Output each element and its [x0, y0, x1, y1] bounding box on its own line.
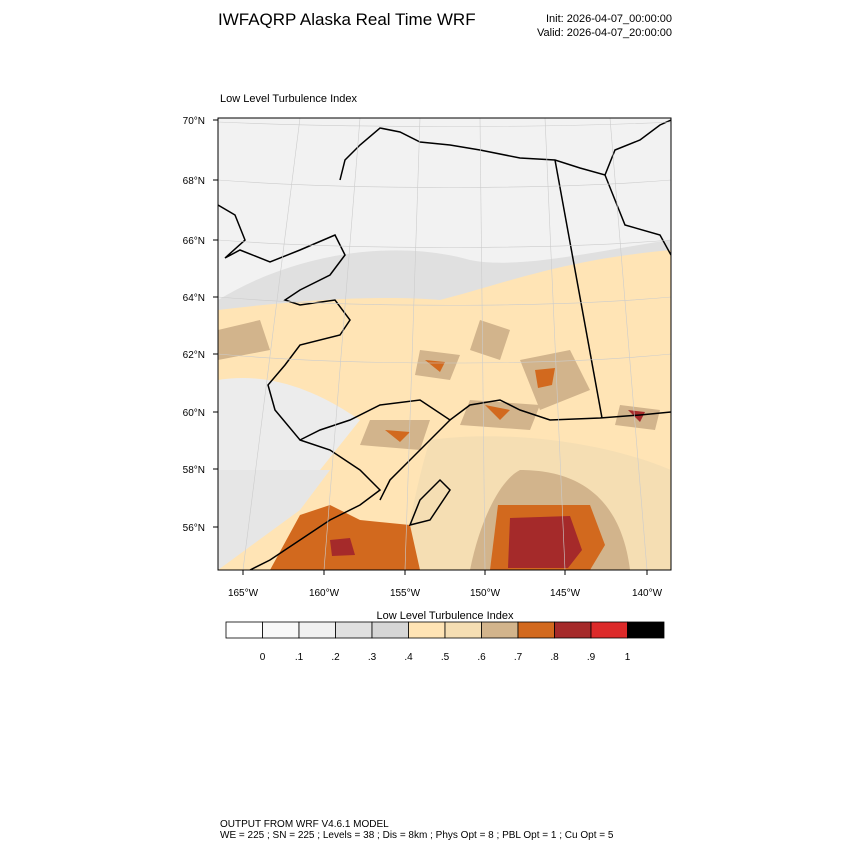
lon-labels: 165°W 160°W 155°W 150°W 145°W 140°W — [228, 570, 663, 599]
lat-label: 66°N — [183, 236, 205, 247]
colorbar-label: .6 — [477, 652, 486, 663]
colorbar-label: .4 — [404, 652, 413, 663]
map-title: Low Level Turbulence Index — [220, 93, 357, 105]
colorbar-label: .7 — [514, 652, 523, 663]
colorbar-label: .8 — [550, 652, 559, 663]
colorbar-box — [298, 621, 336, 639]
colorbar-box — [335, 621, 373, 639]
colorbar-label: 0 — [260, 652, 266, 663]
lat-label: 68°N — [183, 176, 205, 187]
colorbar-box — [444, 621, 482, 639]
lon-label: 140°W — [632, 588, 663, 599]
colorbar-title: Low Level Turbulence Index — [377, 610, 514, 622]
colorbar-box — [627, 621, 665, 639]
lat-label: 62°N — [183, 350, 205, 361]
colorbar-box — [554, 621, 592, 639]
colorbar-label: .2 — [331, 652, 340, 663]
colorbar-box — [225, 621, 263, 639]
colorbar-label: 1 — [625, 652, 631, 663]
lon-label: 165°W — [228, 588, 259, 599]
colorbar-label: .3 — [368, 652, 377, 663]
colorbar-box — [517, 621, 555, 639]
colorbar-box — [408, 621, 446, 639]
colorbar-label: .5 — [441, 652, 450, 663]
lon-label: 145°W — [550, 588, 581, 599]
lon-label: 155°W — [390, 588, 421, 599]
footer-line: WE = 225 ; SN = 225 ; Levels = 38 ; Dis … — [220, 830, 614, 841]
map — [218, 118, 671, 570]
lat-label: 60°N — [183, 408, 205, 419]
colorbar-label: .1 — [295, 652, 304, 663]
colorbar-box — [262, 621, 300, 639]
lon-label: 160°W — [309, 588, 340, 599]
lat-label: 56°N — [183, 523, 205, 534]
colorbar-box — [481, 621, 519, 639]
lat-labels: 70°N 68°N 66°N 64°N 62°N 60°N 58°N 56°N — [183, 116, 218, 534]
lon-label: 150°W — [470, 588, 501, 599]
colorbar: 0 .1 .2 .3 .4 .5 .6 .7 .8 .9 1 — [225, 621, 665, 663]
lat-label: 58°N — [183, 465, 205, 476]
map-frame — [217, 117, 672, 571]
colorbar-box — [590, 621, 628, 639]
lat-label: 64°N — [183, 293, 205, 304]
init-time: Init: 2026-04-07_00:00:00 — [546, 13, 672, 25]
valid-time: Valid: 2026-04-07_20:00:00 — [537, 27, 672, 39]
title: IWFAQRP Alaska Real Time WRF — [218, 10, 476, 29]
colorbar-box — [371, 621, 409, 639]
lat-label: 70°N — [183, 116, 205, 127]
colorbar-label: .9 — [587, 652, 596, 663]
footer-line: OUTPUT FROM WRF V4.6.1 MODEL — [220, 819, 389, 830]
